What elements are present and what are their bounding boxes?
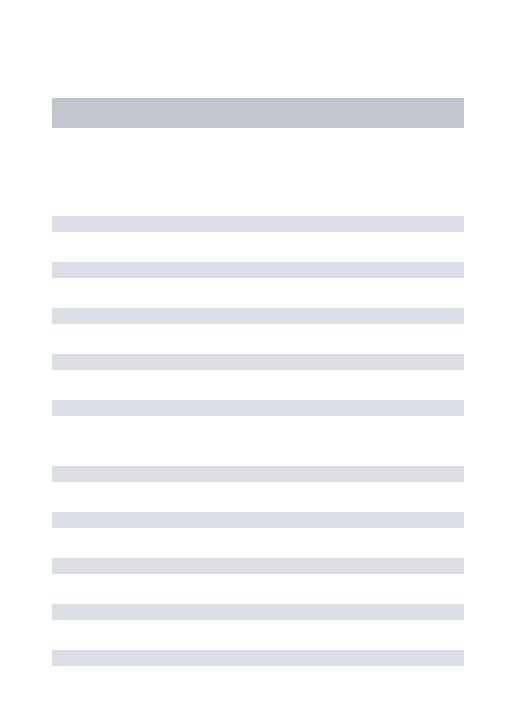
paragraph-placeholder-1 — [52, 216, 464, 416]
skeleton-container — [0, 0, 516, 666]
paragraph-placeholder-2 — [52, 466, 464, 666]
text-line-placeholder — [52, 650, 464, 666]
text-line-placeholder — [52, 216, 464, 232]
text-line-placeholder — [52, 400, 464, 416]
text-line-placeholder — [52, 354, 464, 370]
text-line-placeholder — [52, 466, 464, 482]
text-line-placeholder — [52, 308, 464, 324]
text-line-placeholder — [52, 604, 464, 620]
title-placeholder — [52, 98, 464, 128]
text-line-placeholder — [52, 558, 464, 574]
text-line-placeholder — [52, 262, 464, 278]
text-line-placeholder — [52, 512, 464, 528]
